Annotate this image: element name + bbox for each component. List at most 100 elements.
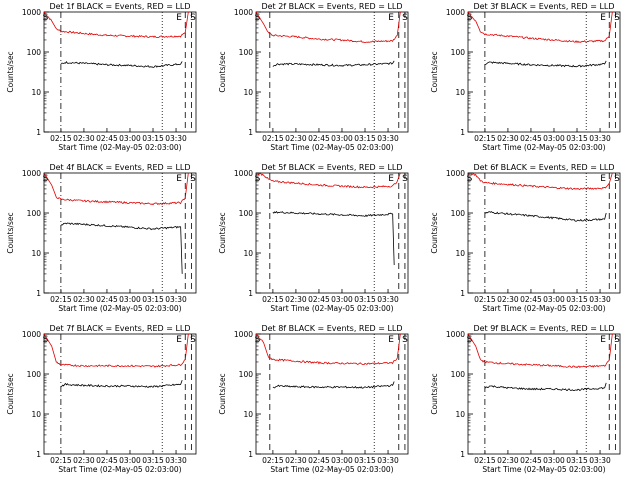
y-tick-label: 10 — [455, 88, 465, 97]
plot-frame — [255, 11, 409, 133]
x-tick-label: 02:30 — [497, 295, 519, 304]
events-series-line — [484, 211, 607, 222]
lld-series-line — [44, 173, 189, 206]
x-tick-label: 03:00 — [331, 134, 353, 143]
event-marker-label: S — [402, 335, 408, 345]
y-tick-label: 10 — [455, 410, 465, 419]
x-tick-label: 02:45 — [520, 456, 542, 465]
y-tick-label: 10 — [31, 88, 41, 97]
x-tick-label: 03:15 — [566, 134, 588, 143]
y-tick-label: 100 — [451, 370, 466, 379]
x-tick-label: 03:30 — [589, 456, 611, 465]
y-tick-label: 1 — [36, 450, 41, 459]
x-tick-label: 03:15 — [142, 295, 164, 304]
x-tick-label: 03:00 — [331, 456, 353, 465]
lld-series-line — [256, 334, 401, 366]
x-tick-label: 02:15 — [262, 456, 284, 465]
x-axis-label: Start Time (02-May-05 02:03:00) — [270, 304, 393, 313]
y-tick-label: 1 — [36, 128, 41, 137]
x-tick-label: 03:15 — [566, 456, 588, 465]
y-tick-label: 10 — [31, 249, 41, 258]
x-tick-label: 03:30 — [165, 134, 187, 143]
x-tick-label: 02:15 — [474, 134, 496, 143]
event-marker-label: E — [176, 174, 182, 184]
x-tick-label: 03:00 — [543, 134, 565, 143]
x-tick-label: 03:30 — [589, 295, 611, 304]
x-tick-label: 02:30 — [73, 456, 95, 465]
event-marker-label: S — [43, 13, 49, 23]
x-tick-label: 03:00 — [331, 295, 353, 304]
events-series-line — [272, 210, 395, 266]
event-marker-label: S — [402, 13, 408, 23]
event-marker-label: E — [176, 335, 182, 345]
x-tick-label: 02:45 — [308, 134, 330, 143]
x-tick-label: 02:15 — [474, 295, 496, 304]
y-tick-label: 1000 — [22, 169, 41, 178]
y-tick-label: 1 — [460, 450, 465, 459]
x-tick-label: 02:45 — [520, 134, 542, 143]
event-marker-label: S — [467, 174, 473, 184]
chart-title: Det 3f BLACK = Events, RED = LLD — [473, 2, 614, 11]
event-marker-label: S — [255, 174, 261, 184]
x-tick-label: 02:45 — [308, 295, 330, 304]
plot-frame — [43, 11, 197, 133]
event-marker-label: S — [614, 174, 620, 184]
y-axis-label: Counts/sec — [430, 212, 439, 253]
y-tick-label: 1 — [36, 289, 41, 298]
lld-series-line — [468, 12, 613, 44]
x-axis-label: Start Time (02-May-05 02:03:00) — [58, 143, 181, 152]
x-tick-label: 02:30 — [497, 456, 519, 465]
chart-panel-5: Det 5f BLACK = Events, RED = LLD 1 10 100 10… — [218, 163, 409, 313]
event-marker-label: E — [600, 13, 606, 23]
event-marker-label: S — [467, 13, 473, 23]
plot-frame — [467, 172, 621, 294]
plot-frame — [255, 333, 409, 455]
event-marker-label: S — [190, 174, 196, 184]
chart-panel-7: Det 7f BLACK = Events, RED = LLD 1 10 100 10… — [6, 324, 197, 474]
chart-panel-6: Det 6f BLACK = Events, RED = LLD 1 10 100 10… — [430, 163, 621, 313]
y-tick-label: 1 — [460, 128, 465, 137]
chart-panel-2: Det 2f BLACK = Events, RED = LLD 1 10 100 10… — [218, 2, 409, 152]
events-series-line — [484, 382, 607, 392]
event-marker-label: S — [190, 335, 196, 345]
x-tick-label: 02:15 — [50, 134, 72, 143]
chart-title: Det 5f BLACK = Events, RED = LLD — [261, 163, 402, 172]
events-series-line — [272, 381, 395, 389]
event-marker-label: S — [190, 13, 196, 23]
y-tick-label: 1 — [460, 289, 465, 298]
lld-series-line — [44, 12, 189, 38]
y-tick-label: 1000 — [446, 330, 465, 339]
y-tick-label: 1000 — [446, 169, 465, 178]
event-marker-label: S — [402, 174, 408, 184]
y-tick-label: 100 — [27, 48, 42, 57]
x-tick-label: 02:45 — [96, 295, 118, 304]
y-axis-label: Counts/sec — [6, 373, 15, 414]
y-axis-label: Counts/sec — [430, 373, 439, 414]
events-series-line — [60, 380, 183, 388]
chart-title: Det 7f BLACK = Events, RED = LLD — [49, 324, 190, 333]
y-tick-label: 1 — [248, 128, 253, 137]
y-tick-label: 100 — [27, 370, 42, 379]
x-tick-label: 03:15 — [142, 456, 164, 465]
chart-title: Det 9f BLACK = Events, RED = LLD — [473, 324, 614, 333]
x-tick-label: 02:15 — [262, 134, 284, 143]
plot-frame — [255, 172, 409, 294]
event-marker-label: E — [388, 13, 394, 23]
plot-frame — [43, 333, 197, 455]
x-tick-label: 03:00 — [543, 456, 565, 465]
event-marker-label: E — [176, 13, 182, 23]
y-axis-label: Counts/sec — [6, 51, 15, 92]
x-tick-label: 02:45 — [96, 134, 118, 143]
y-tick-label: 100 — [239, 370, 254, 379]
x-tick-label: 02:45 — [520, 295, 542, 304]
x-axis-label: Start Time (02-May-05 02:03:00) — [270, 465, 393, 474]
x-tick-label: 03:30 — [165, 456, 187, 465]
lld-series-line — [468, 173, 613, 190]
x-axis-label: Start Time (02-May-05 02:03:00) — [482, 304, 605, 313]
x-tick-label: 03:15 — [566, 295, 588, 304]
chart-panel-4: Det 4f BLACK = Events, RED = LLD 1 10 100 10… — [6, 163, 197, 313]
y-tick-label: 1000 — [234, 169, 253, 178]
x-tick-label: 02:30 — [285, 456, 307, 465]
y-tick-label: 1000 — [22, 8, 41, 17]
